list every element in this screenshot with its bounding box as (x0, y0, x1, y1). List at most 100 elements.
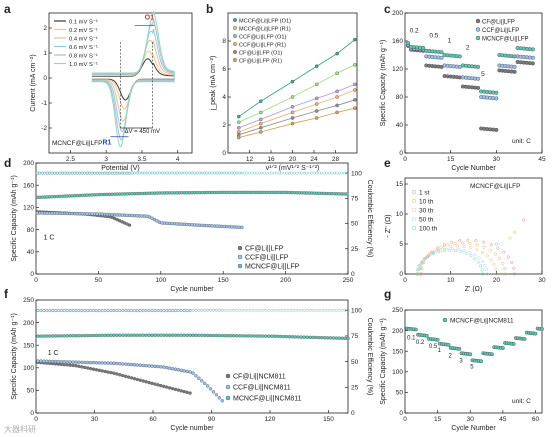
ce-point (261, 308, 265, 312)
capacity-point (255, 334, 260, 338)
ce-point (282, 171, 286, 175)
y-tick-label: 2 (43, 25, 47, 32)
annotation-delta-v: ΔV = 450 mV (125, 129, 161, 135)
ce-point (340, 308, 344, 312)
ce-point (138, 308, 142, 312)
y-tick-label: 0 (43, 75, 47, 82)
capacity-point (281, 334, 286, 339)
data-point (453, 249, 457, 253)
ce-point (302, 171, 306, 175)
capacity-point (77, 333, 81, 338)
capacity-point (290, 335, 295, 339)
capacity-point (153, 364, 157, 369)
capacity-point (138, 378, 143, 382)
capacity-point (50, 334, 55, 338)
legend-label: MCCF@Li||LFP (O1) (239, 18, 291, 24)
x-tick-label: 3 (104, 156, 108, 163)
capacity-point (56, 334, 61, 338)
data-point (479, 359, 484, 364)
ce-point (86, 308, 90, 312)
capacity-point (129, 376, 134, 380)
data-point (468, 250, 472, 254)
ce-point (232, 308, 236, 312)
ce-point (257, 171, 261, 175)
fit-line (238, 83, 356, 129)
y-tick-label: 80 (27, 227, 35, 234)
capacity-point (138, 333, 143, 337)
capacity-point (302, 335, 306, 339)
ce-point (312, 171, 316, 175)
capacity-point (226, 333, 230, 338)
capacity-point (173, 387, 178, 392)
data-point (503, 267, 507, 271)
capacity-point (153, 333, 157, 337)
capacity-point (36, 334, 40, 338)
data-point (480, 268, 484, 272)
x-tick-label: 0 (403, 416, 407, 423)
capacity-point (176, 333, 181, 337)
data-point (494, 272, 498, 276)
capacity-point (170, 367, 175, 371)
capacity-point (182, 333, 186, 337)
data-point (424, 333, 429, 338)
ce-point (323, 308, 326, 312)
data-point (413, 327, 418, 332)
capacity-point (106, 370, 110, 374)
fit-line (238, 107, 356, 139)
x-tick-label: 4 (176, 156, 180, 163)
ce-point (302, 308, 306, 312)
rate-label: 2 (466, 44, 470, 51)
y-tick-label: 0 (30, 410, 34, 417)
y-tick-label: 10 (396, 211, 404, 218)
capacity-point (217, 396, 222, 400)
legend-label: CF@Li||NCM811 (233, 374, 286, 381)
ce-point (248, 171, 251, 175)
ce-point (39, 308, 43, 312)
capacity-point (150, 333, 154, 337)
capacity-point (88, 360, 93, 365)
data-point (353, 88, 357, 92)
data-point (485, 272, 489, 276)
ce-point (285, 308, 288, 312)
data-point (462, 244, 466, 248)
y-tick-label: 100 (23, 365, 34, 372)
data-point (494, 267, 498, 271)
capacity-point (112, 361, 116, 365)
ce-point (121, 308, 125, 312)
data-point (476, 64, 481, 69)
legend-label: CF@Li||LFP (245, 246, 284, 253)
sample-label: MCNCF@Li||NCM811 (450, 318, 514, 325)
x-tick-label: 0 (403, 156, 407, 163)
capacity-point (141, 379, 145, 383)
legend-label: 10 th (419, 199, 434, 206)
ce-point (267, 308, 271, 312)
capacity-point (240, 225, 244, 230)
data-point (480, 251, 484, 255)
y-axis-label: Specific Capacity (mAh g⁻¹) (380, 318, 387, 405)
capacity-point (129, 333, 134, 337)
capacity-point (88, 333, 93, 338)
data-point (423, 257, 427, 261)
data-point (427, 254, 431, 258)
y-tick-label: 120 (23, 205, 34, 212)
panel-letter-f: f (4, 287, 9, 301)
plot-frame (404, 12, 543, 154)
x-tick-label: 0 (34, 277, 38, 284)
x-tick-label: 120 (265, 416, 276, 423)
capacity-point (317, 335, 321, 340)
x-tick-label: 100 (155, 277, 166, 284)
data-point (258, 117, 263, 122)
legend-marker (232, 58, 237, 63)
data-point (236, 126, 241, 130)
x-tick-label: 20 (289, 156, 297, 163)
data-point (475, 243, 479, 247)
ce-point (345, 171, 349, 175)
ce-point (311, 308, 315, 312)
legend-marker (225, 373, 231, 379)
capacity-point (115, 372, 119, 376)
y-tick-label: -2 (41, 125, 47, 132)
y2-tick-label: 75 (351, 333, 359, 340)
y-tick-label: 200 (23, 160, 34, 167)
x-tick-label: 10 (447, 277, 455, 284)
capacity-point (103, 369, 107, 374)
